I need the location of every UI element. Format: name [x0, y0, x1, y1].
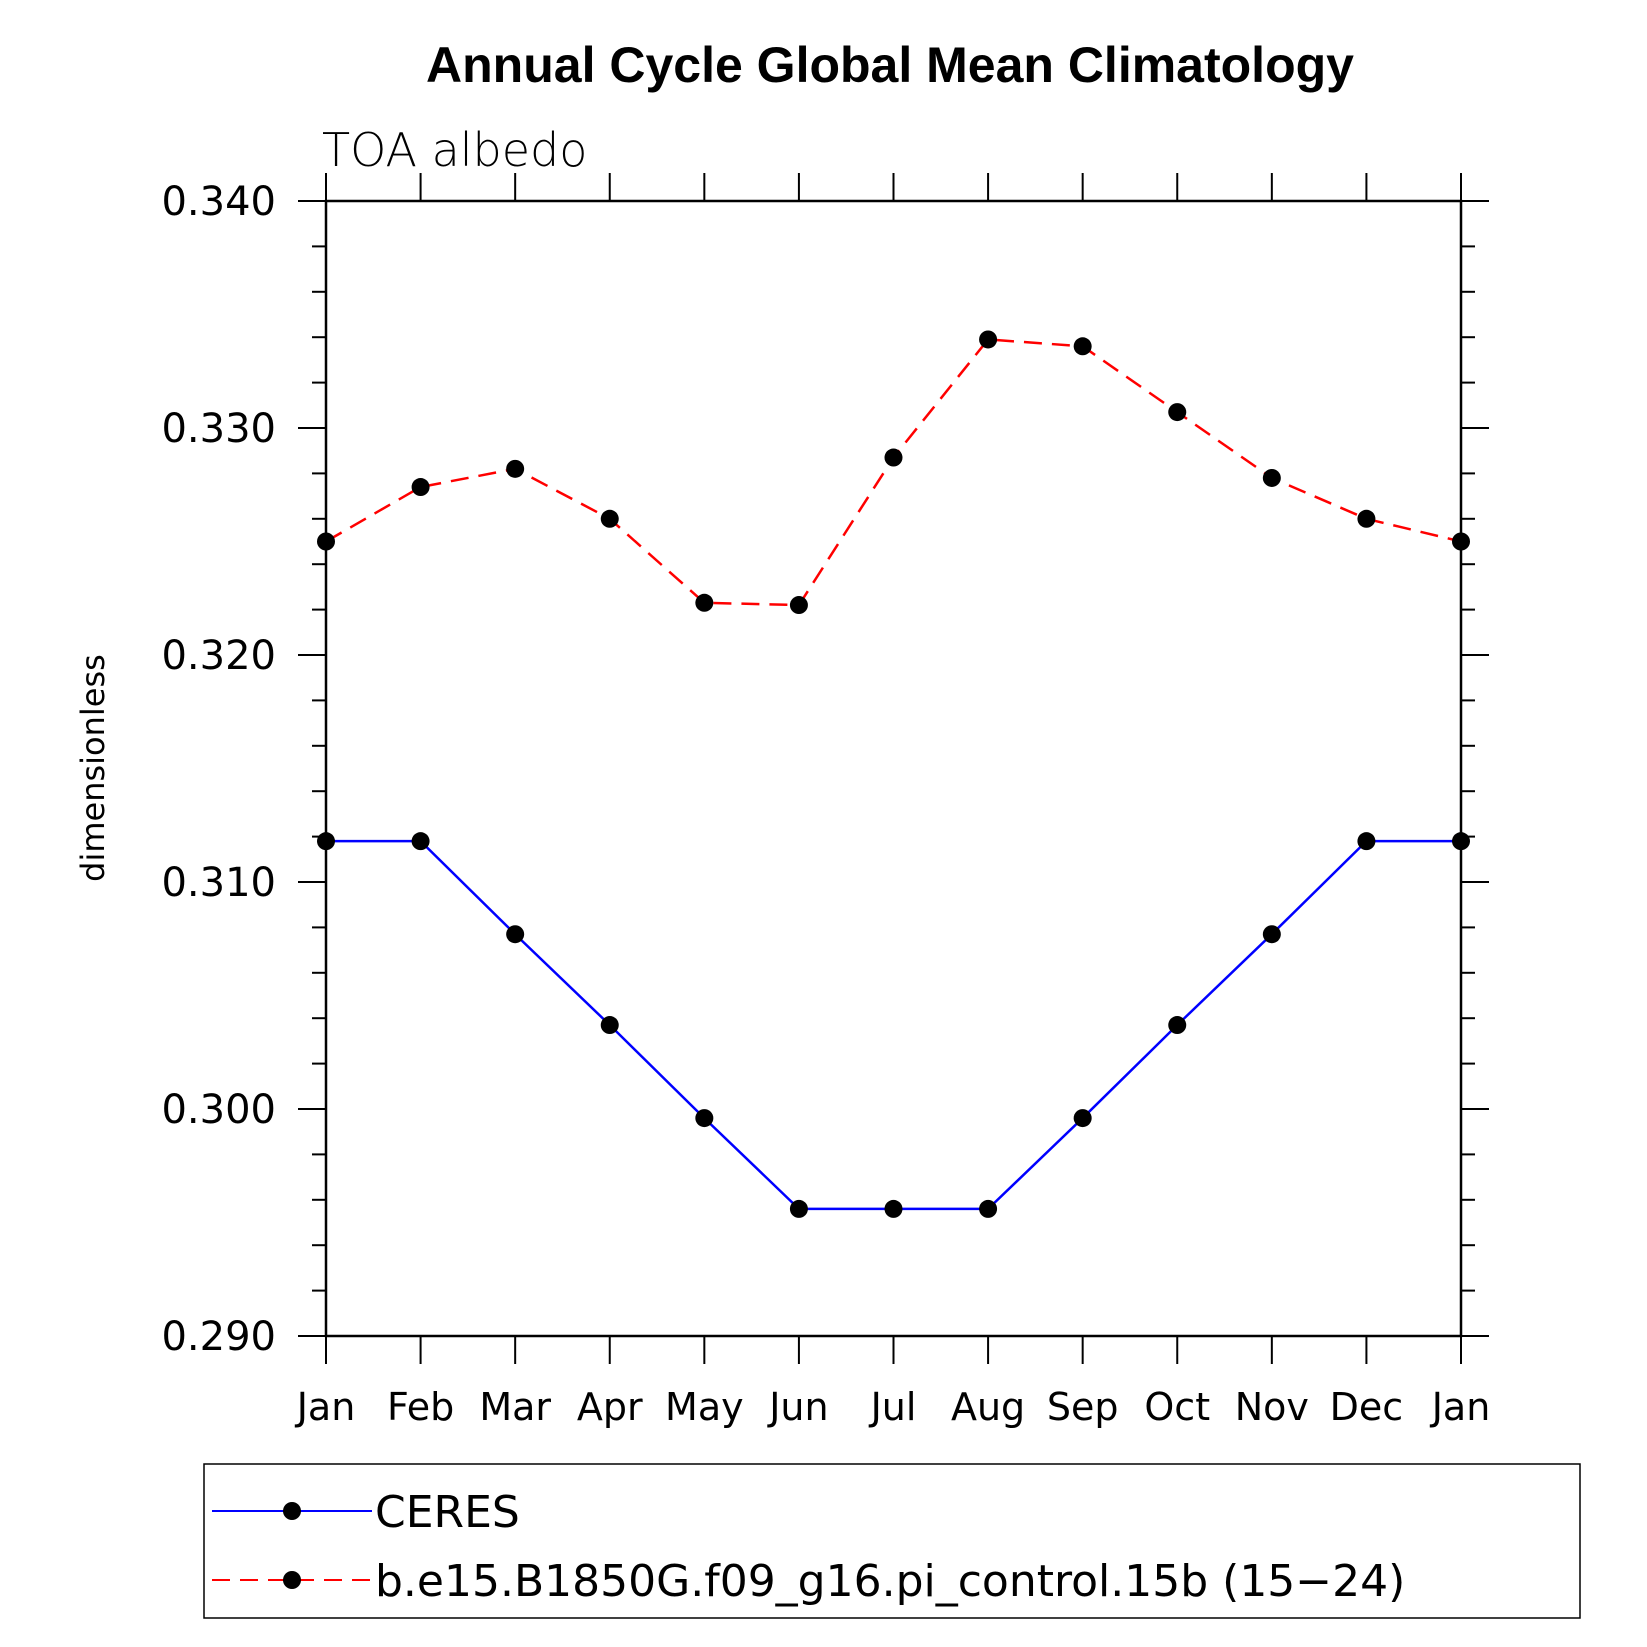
data-point [1357, 509, 1376, 528]
x-tick-label: Apr [577, 1385, 643, 1429]
legend-label-model: b.e15.B1850G.f09_g16.pi_control.15b (15−… [375, 1556, 1405, 1607]
data-point [1262, 925, 1281, 944]
data-point [411, 478, 430, 497]
data-point [979, 1199, 998, 1218]
data-point [884, 448, 903, 467]
legend-entry-model: b.e15.B1850G.f09_g16.pi_control.15b (15−… [212, 1556, 1405, 1607]
legend-entry-ceres: CERES [212, 1487, 520, 1538]
data-point [317, 532, 335, 551]
series-line [326, 839, 1461, 1211]
x-tick-label: Nov [1235, 1385, 1309, 1429]
data-point [506, 925, 525, 944]
x-tick-label: Jan [1430, 1385, 1491, 1429]
legend-label-ceres: CERES [375, 1487, 520, 1538]
x-tick-label: Mar [479, 1385, 551, 1429]
data-point [1073, 1109, 1092, 1128]
data-point [600, 1016, 619, 1035]
x-tick-label: Feb [387, 1385, 454, 1429]
y-tick-label: 0.300 [161, 1087, 276, 1133]
y-axis-label: dimensionless [74, 654, 112, 882]
data-point [695, 1109, 714, 1128]
axes: 0.290 0.300 0.310 0.320 0.330 0.340 Jan Feb Mar A… [161, 173, 1490, 1429]
x-tick-label: Sep [1047, 1385, 1119, 1429]
data-point [1357, 832, 1376, 851]
x-tick-label: Jan [295, 1385, 356, 1429]
y-tick-label: 0.290 [161, 1314, 276, 1360]
data-point [884, 1199, 903, 1218]
y-tick-label: 0.340 [161, 179, 276, 225]
y-tick-label: 0.320 [161, 633, 276, 679]
data-point [1452, 832, 1470, 851]
chart-subtitle: TOA albedo [322, 123, 587, 177]
chart-title: Annual Cycle Global Mean Climatology [426, 37, 1354, 93]
data-point [1168, 1016, 1187, 1035]
plot-frame [324, 199, 1463, 1338]
data-point [979, 330, 998, 349]
legend-box [203, 1463, 1581, 1619]
legend-marker-model [283, 1571, 301, 1589]
series-0 [317, 832, 1470, 1218]
data-point [1262, 468, 1281, 487]
x-tick-label: Jul [869, 1385, 917, 1429]
data-point [789, 1199, 808, 1218]
x-tick-label: Jun [767, 1385, 828, 1429]
legend: CERES b.e15.B1850G.f09_g16.pi_control.15… [203, 1463, 1581, 1619]
data-point [506, 459, 525, 478]
data-point [1452, 532, 1470, 551]
x-tick-label: May [665, 1385, 744, 1429]
data-point [1168, 403, 1187, 422]
data-point [600, 509, 619, 528]
data-point [317, 832, 335, 851]
x-tick-label: Dec [1330, 1385, 1404, 1429]
y-tick-label: 0.330 [161, 406, 276, 452]
series-1 [317, 330, 1470, 615]
data-point [789, 596, 808, 615]
legend-marker-ceres [283, 1502, 301, 1520]
x-tick-label: Aug [951, 1385, 1025, 1429]
series-line [325, 338, 1462, 607]
y-tick-label: 0.310 [161, 860, 276, 906]
data-point [411, 832, 430, 851]
series-layer [317, 330, 1470, 1218]
data-point [695, 593, 714, 612]
data-point [1073, 337, 1092, 356]
x-tick-label: Oct [1144, 1385, 1210, 1429]
